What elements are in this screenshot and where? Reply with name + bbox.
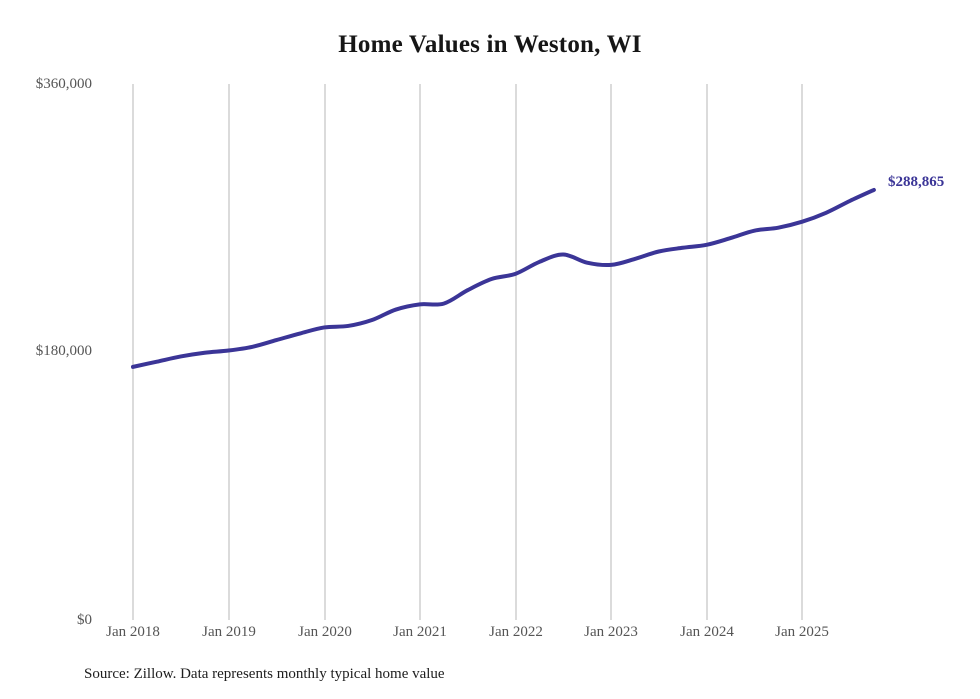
y-axis-tick-180000: $180,000 (35, 343, 92, 359)
home-value-line (131, 187, 876, 369)
x-axis-tick-jan-2018: Jan 2018 (106, 624, 160, 640)
end-value-label: $288,865 (888, 174, 945, 190)
x-axis-tick-jan-2024: Jan 2024 (680, 624, 734, 640)
x-axis-tick-jan-2025: Jan 2025 (775, 624, 829, 640)
y-axis-tick-360000: $360,000 (35, 76, 92, 92)
x-gridlines (132, 84, 803, 620)
x-axis-tick-jan-2020: Jan 2020 (298, 624, 352, 640)
x-axis-tick-jan-2019: Jan 2019 (202, 624, 256, 640)
x-axis-tick-jan-2022: Jan 2022 (489, 624, 543, 640)
source-note: Source: Zillow. Data represents monthly … (84, 666, 445, 682)
y-axis-tick-0: $0 (77, 612, 92, 628)
x-axis-tick-jan-2021: Jan 2021 (393, 624, 447, 640)
chart-title: Home Values in Weston, WI (338, 31, 642, 58)
x-axis-tick-jan-2023: Jan 2023 (584, 624, 638, 640)
